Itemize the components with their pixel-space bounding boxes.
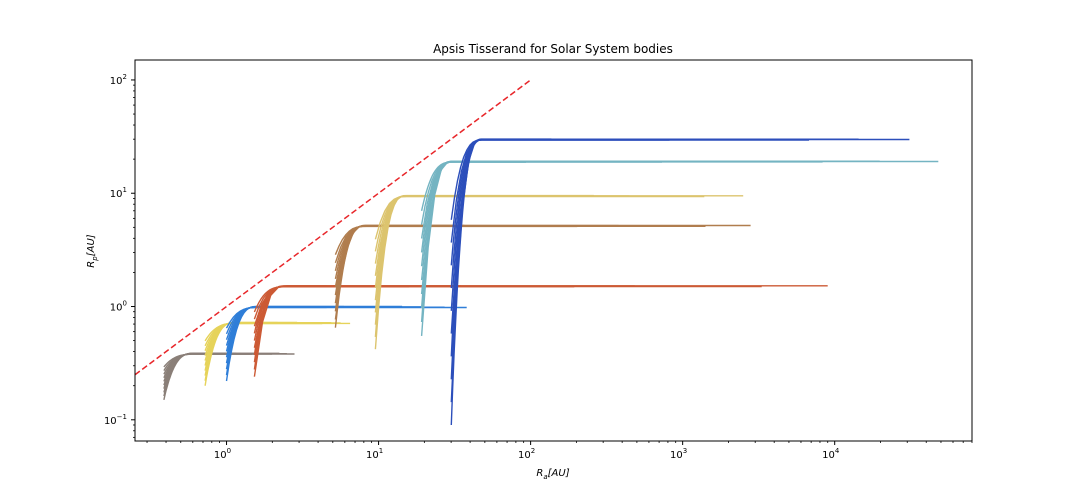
y-axis-label-base: R xyxy=(86,261,97,268)
body-curves xyxy=(163,138,939,426)
chart-title: Apsis Tisserand for Solar System bodies xyxy=(433,42,673,56)
y-axis-label: Rp[AU] xyxy=(86,234,99,267)
x-tick-exp: 4 xyxy=(835,447,840,455)
x-tick-exp: 2 xyxy=(531,447,535,455)
y-tick-label: 102 xyxy=(110,73,127,87)
x-tick-label: 103 xyxy=(670,447,687,461)
body-curve-group xyxy=(163,352,295,401)
y-tick-exp: 1 xyxy=(123,186,127,194)
y-axis-label-sub: p xyxy=(91,256,99,262)
x-tick-label: 100 xyxy=(214,447,231,461)
x-axis-label-sub: a xyxy=(543,473,547,481)
y-tick-exp: 0 xyxy=(123,300,127,308)
y-tick-base: 10 xyxy=(110,189,123,200)
x-tick-label: 102 xyxy=(518,447,535,461)
y-tick-base: 10 xyxy=(104,416,117,427)
x-tick-base: 10 xyxy=(670,450,683,461)
x-tick-exp: 3 xyxy=(683,447,687,455)
plot-area xyxy=(134,59,973,442)
body-curve xyxy=(420,161,526,211)
reference-line xyxy=(134,79,532,376)
y-tick-base: 10 xyxy=(110,76,123,87)
x-tick-base: 10 xyxy=(822,450,835,461)
y-tick-label: 100 xyxy=(110,300,127,314)
x-axis-label-unit: [AU] xyxy=(548,468,570,479)
body-curve xyxy=(253,286,410,313)
x-axis: 100 101 102 103 104 xyxy=(146,441,973,461)
y-tick-label: 101 xyxy=(110,186,127,200)
y-tick-label: 10−1 xyxy=(104,413,127,427)
y-tick-exp: 2 xyxy=(123,73,127,81)
body-curve-group xyxy=(450,138,910,426)
x-tick-base: 10 xyxy=(366,450,379,461)
body-curve xyxy=(204,322,323,342)
y-tick-exp: −1 xyxy=(117,413,127,421)
y-axis-label-unit: [AU] xyxy=(86,234,97,256)
x-axis-label: Ra[AU] xyxy=(536,468,569,481)
body-curve xyxy=(450,139,670,220)
plot-frame xyxy=(134,59,973,442)
y-tick-base: 10 xyxy=(110,303,123,314)
x-tick-exp: 1 xyxy=(379,447,383,455)
x-tick-label: 104 xyxy=(822,447,840,461)
x-tick-label: 101 xyxy=(366,447,383,461)
x-tick-exp: 0 xyxy=(227,447,231,455)
x-axis-label-base: R xyxy=(536,468,543,479)
x-tick-base: 10 xyxy=(214,450,227,461)
x-tick-base: 10 xyxy=(518,450,531,461)
plot-background xyxy=(135,60,972,441)
